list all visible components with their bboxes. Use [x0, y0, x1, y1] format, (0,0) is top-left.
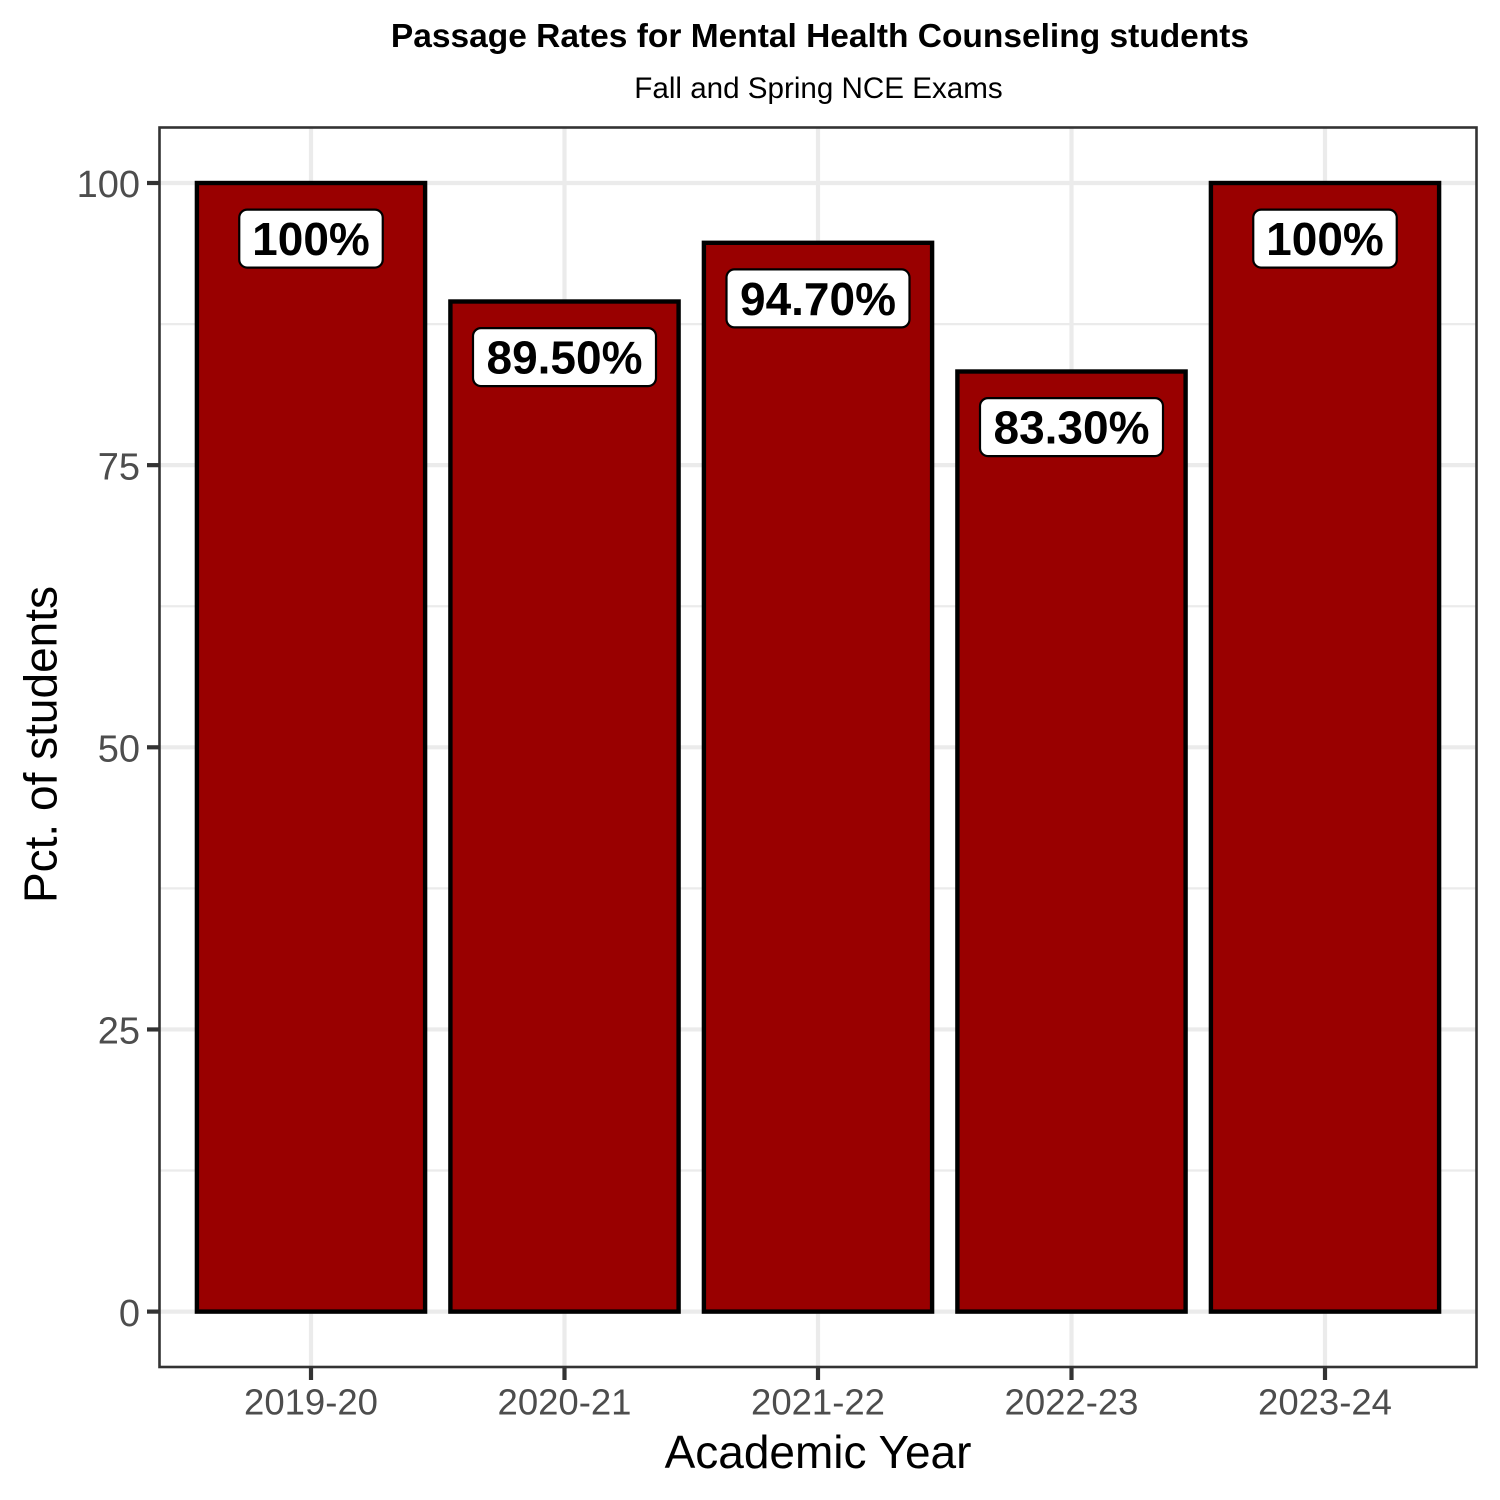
svg-text:Fall and Spring NCE Exams: Fall and Spring NCE Exams — [634, 72, 1002, 105]
svg-text:89.50%: 89.50% — [486, 332, 642, 384]
svg-text:100: 100 — [77, 164, 140, 206]
svg-text:100%: 100% — [252, 213, 370, 265]
svg-text:Passage Rates for Mental Healt: Passage Rates for Mental Health Counseli… — [391, 18, 1249, 55]
svg-text:2022-23: 2022-23 — [1005, 1382, 1139, 1423]
svg-text:25: 25 — [98, 1011, 140, 1053]
svg-text:94.70%: 94.70% — [740, 273, 896, 325]
svg-text:Academic Year: Academic Year — [665, 1426, 972, 1478]
svg-text:100%: 100% — [1266, 213, 1384, 265]
svg-text:2021-22: 2021-22 — [751, 1382, 885, 1423]
svg-text:2020-21: 2020-21 — [498, 1382, 632, 1423]
svg-text:0: 0 — [119, 1293, 140, 1335]
svg-text:2023-24: 2023-24 — [1258, 1382, 1392, 1423]
svg-text:50: 50 — [98, 729, 140, 771]
svg-text:75: 75 — [98, 446, 140, 488]
svg-text:83.30%: 83.30% — [993, 402, 1149, 454]
svg-text:2019-20: 2019-20 — [244, 1382, 378, 1423]
svg-text:Pct. of students: Pct. of students — [15, 586, 67, 903]
